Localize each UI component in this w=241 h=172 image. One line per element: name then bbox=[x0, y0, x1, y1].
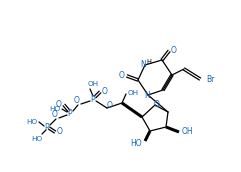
Text: O: O bbox=[74, 95, 80, 105]
Text: P: P bbox=[91, 94, 95, 104]
Text: O: O bbox=[57, 127, 63, 137]
Text: OH: OH bbox=[127, 90, 139, 96]
Text: O: O bbox=[102, 87, 108, 95]
Text: Br: Br bbox=[206, 74, 214, 83]
Text: O: O bbox=[119, 71, 125, 79]
Text: HO: HO bbox=[27, 119, 38, 125]
Text: OH: OH bbox=[181, 127, 193, 137]
Text: N: N bbox=[144, 90, 150, 99]
Text: OH: OH bbox=[87, 81, 99, 87]
Text: HO: HO bbox=[31, 136, 43, 142]
Text: H: H bbox=[147, 59, 151, 65]
Text: N: N bbox=[140, 60, 146, 68]
Text: O: O bbox=[56, 99, 62, 109]
Text: O: O bbox=[52, 110, 58, 119]
Text: O: O bbox=[107, 100, 113, 110]
Text: O: O bbox=[171, 46, 177, 55]
Text: P: P bbox=[45, 122, 49, 132]
Text: HO: HO bbox=[130, 138, 142, 148]
Text: P: P bbox=[68, 109, 72, 117]
Text: HO: HO bbox=[49, 106, 60, 112]
Text: O: O bbox=[154, 99, 160, 109]
